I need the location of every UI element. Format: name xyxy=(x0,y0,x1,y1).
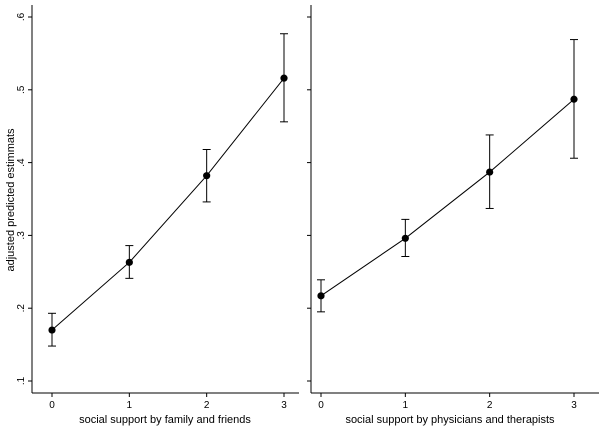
data-point xyxy=(203,172,211,180)
x-tick-label-2: 0 xyxy=(318,400,324,411)
x-axis-title-2: social support by physicians and therapi… xyxy=(345,414,555,426)
data-point xyxy=(317,292,325,300)
x-tick-label-1: 2 xyxy=(204,400,210,411)
x-tick-label-2: 1 xyxy=(403,400,409,411)
x-axis-title-1: social support by family and friends xyxy=(79,414,251,426)
y-tick-label: .3 xyxy=(16,231,27,240)
y-tick-label: .4 xyxy=(16,158,27,167)
y-tick-label: .1 xyxy=(16,376,27,385)
y-tick-label: .6 xyxy=(16,12,27,21)
x-tick-label-2: 3 xyxy=(571,400,577,411)
data-point xyxy=(48,326,56,334)
data-point xyxy=(401,234,409,242)
y-tick-label: .5 xyxy=(16,85,27,94)
panel-left: .1 .2 .3 .4 .5 .6 0 1 2 3 social support by family… xyxy=(16,5,299,426)
x-tick-label-1: 3 xyxy=(281,400,287,411)
y-tick-label: .2 xyxy=(16,304,27,313)
data-point xyxy=(125,258,133,266)
panel-right: 0 1 2 3 social support by physicians and the… xyxy=(307,5,599,426)
x-tick-label-1: 1 xyxy=(127,400,133,411)
data-point xyxy=(570,95,578,103)
x-tick-label-2: 2 xyxy=(487,400,493,411)
series-line-1 xyxy=(51,77,285,331)
series-line-2 xyxy=(320,98,575,297)
data-point xyxy=(280,74,288,82)
x-tick-label-1: 0 xyxy=(49,400,55,411)
data-point xyxy=(486,168,494,176)
y-axis-title: adjusted predicted estimmats xyxy=(5,128,17,272)
